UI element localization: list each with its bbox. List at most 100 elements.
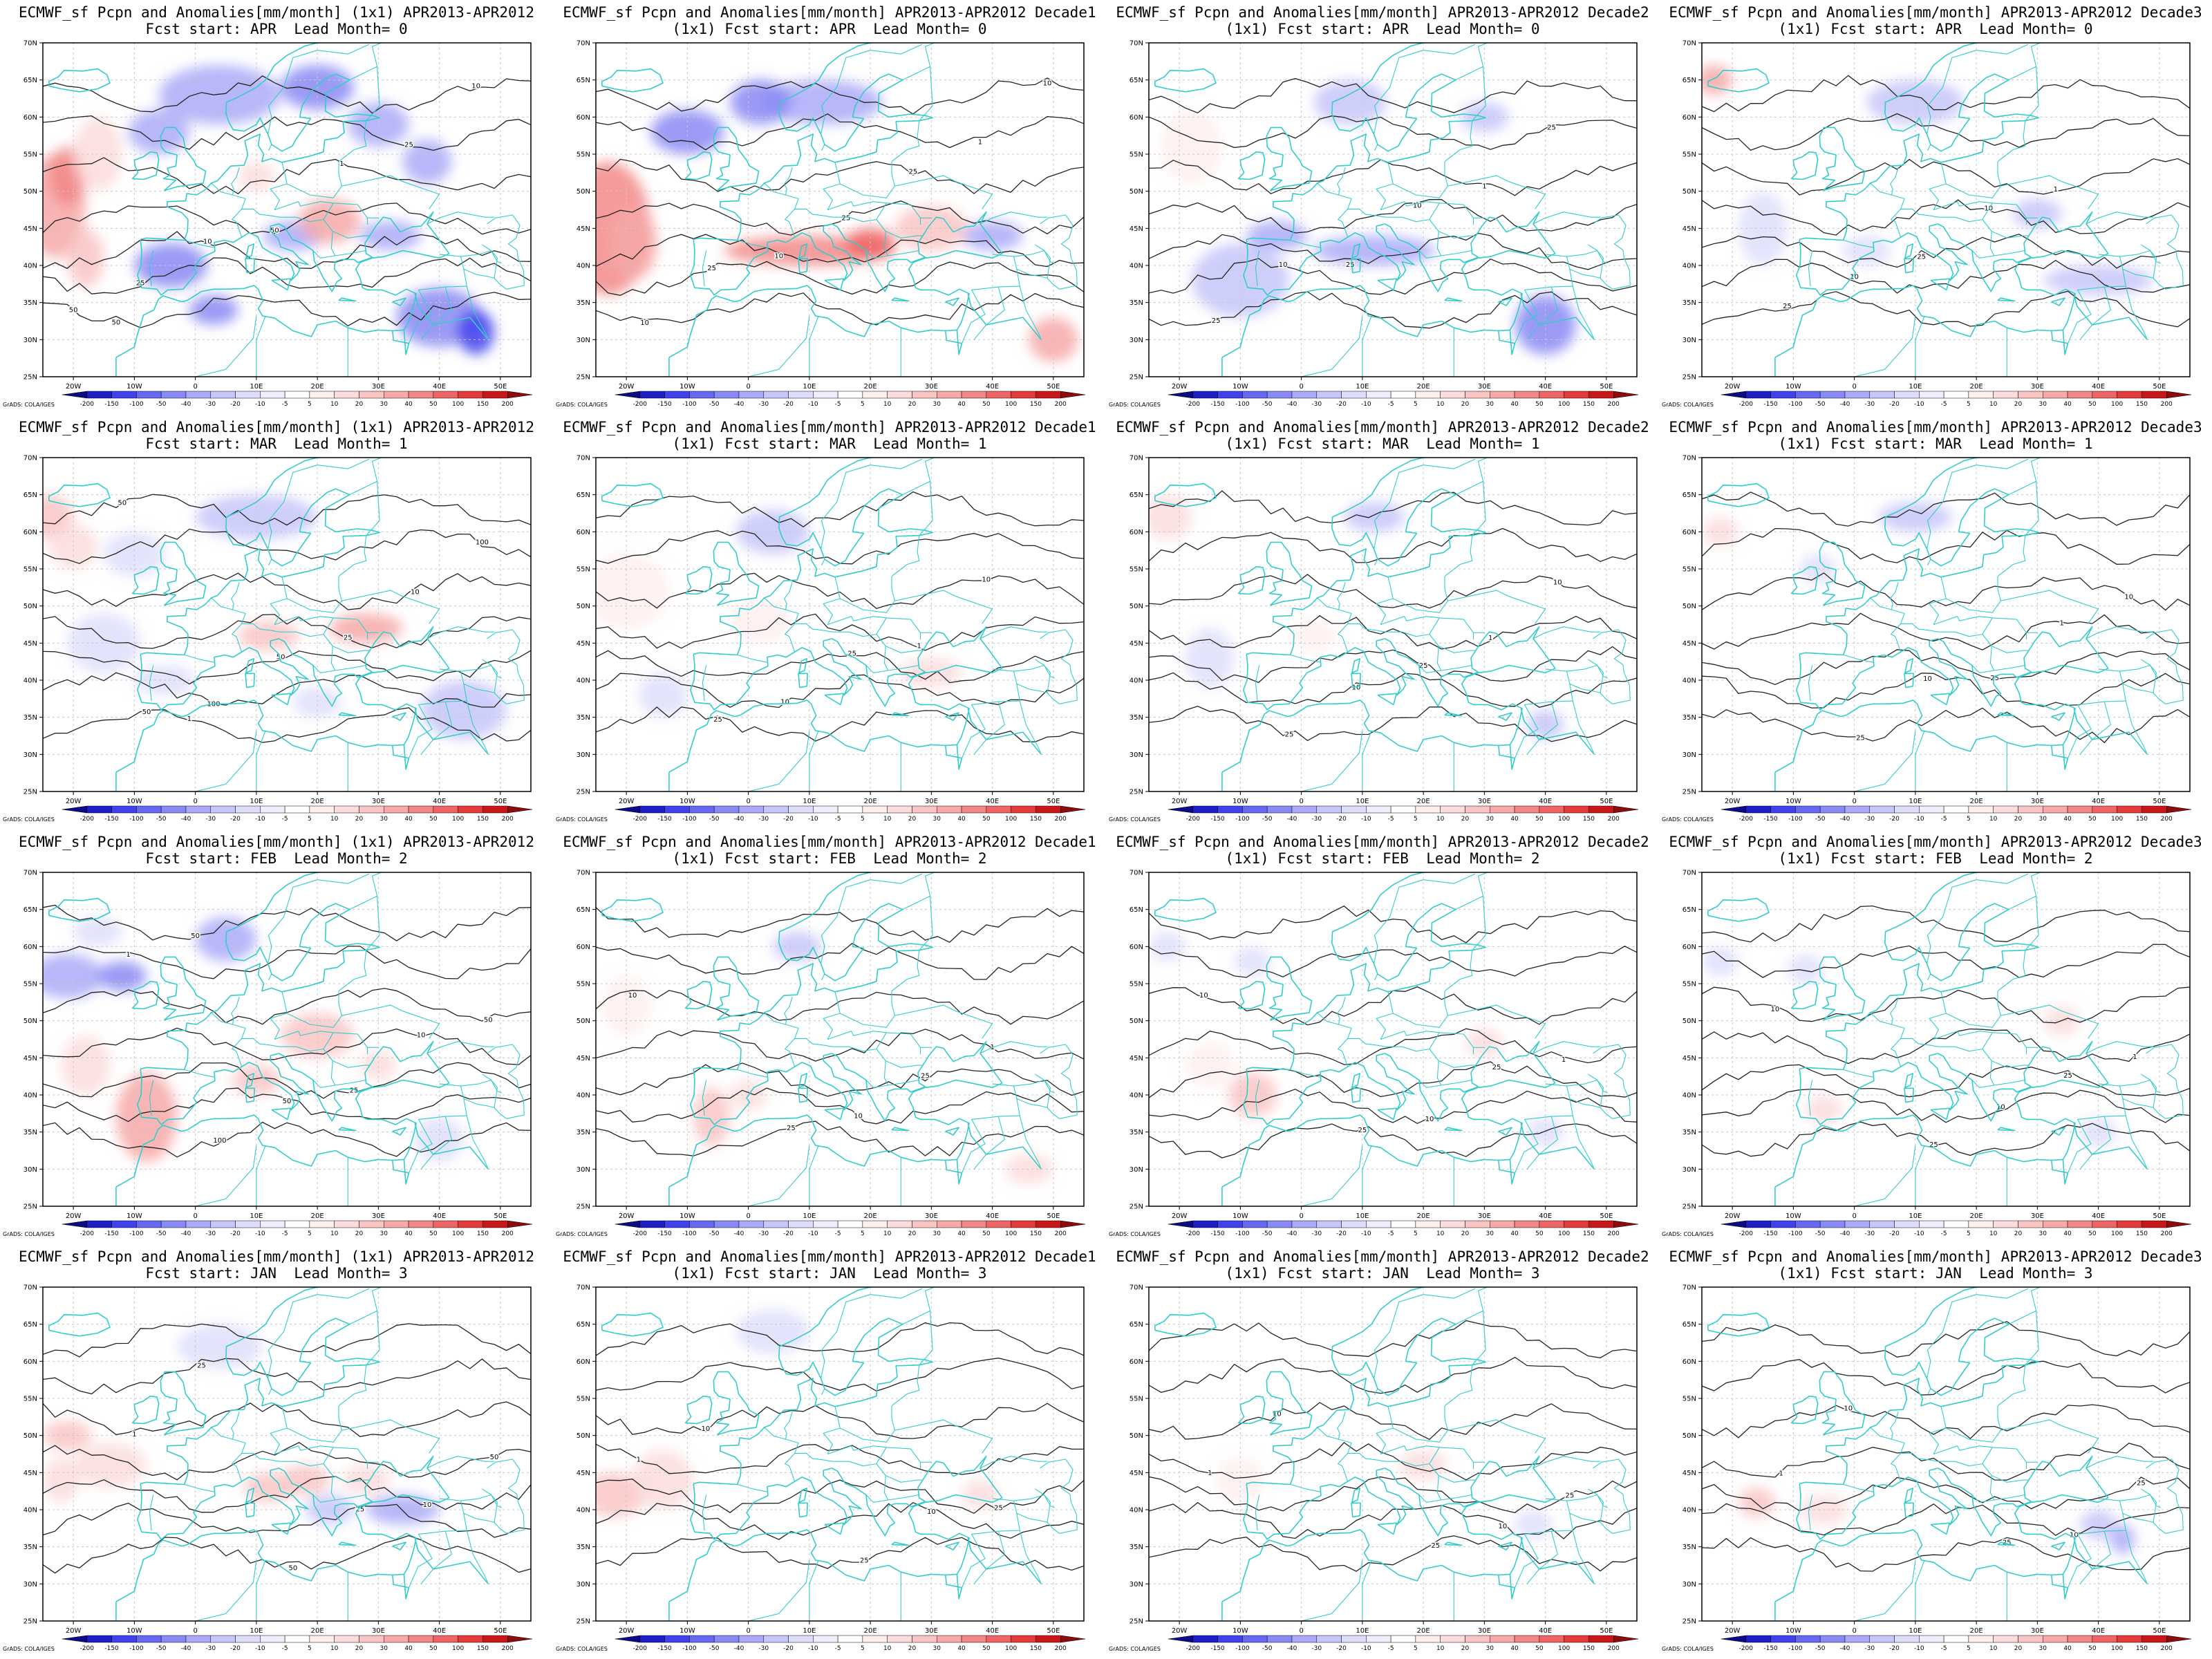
- colorbar-swatch: [1943, 1220, 1969, 1228]
- lon-tick-label: 40E: [1539, 1627, 1552, 1635]
- anomaly-patch: [1149, 494, 1192, 540]
- graticule: [1149, 872, 1637, 1206]
- colorbar-swatch: [507, 805, 533, 814]
- country-borders: [702, 43, 1078, 377]
- lat-tick-label: 30N: [1683, 1581, 1696, 1588]
- lat-tick-label: 25N: [577, 789, 590, 796]
- colorbar-swatch: [887, 1220, 912, 1228]
- colorbar-swatch: [1770, 1220, 1796, 1228]
- lat-tick-label: 65N: [1130, 77, 1143, 84]
- anomaly-patch: [596, 554, 669, 628]
- colorbar-swatch: [111, 805, 137, 814]
- colorbar-swatch: [2166, 805, 2192, 814]
- grads-credit: GrADS: COLA/IGES: [1109, 402, 1161, 408]
- colorbar-swatch: [1539, 1635, 1564, 1643]
- colorbar-label: 30: [933, 1230, 941, 1237]
- lon-tick-label: 40E: [2092, 1212, 2105, 1220]
- colorbar-label: 50: [429, 401, 438, 408]
- lat-tick-label: 25N: [1683, 1203, 1696, 1211]
- colorbar-label: 5: [308, 816, 312, 823]
- colorbar-label: 5: [1414, 1645, 1418, 1652]
- anomaly-patch: [421, 680, 507, 740]
- lon-tick-label: 20W: [66, 383, 82, 391]
- colorbar-swatch: [309, 1220, 335, 1228]
- contour-label: 10: [203, 238, 212, 245]
- panel-title: ECMWF_sf Pcpn and Anomalies[mm/month] AP…: [1669, 1248, 2202, 1265]
- lat-tick-label: 60N: [577, 114, 590, 122]
- colorbar-label: -30: [1864, 816, 1875, 823]
- colorbar-label: 30: [380, 816, 388, 823]
- colorbar-swatch: [433, 1220, 458, 1228]
- colorbar-swatch: [1341, 1635, 1367, 1643]
- colorbar-swatch: [2141, 805, 2167, 814]
- colorbar-label: 10: [330, 401, 339, 408]
- contour-label: 10: [423, 1501, 432, 1509]
- lat-tick-label: 70N: [24, 1284, 37, 1292]
- precip-map: 5025105012570N65N60N55N50N45N40N35N30N25…: [3, 1284, 533, 1652]
- lon-tick-label: 50E: [2153, 798, 2166, 805]
- colorbar-swatch: [284, 1220, 310, 1228]
- colorbar-label: 20: [908, 1645, 917, 1652]
- lon-tick-label: 10E: [1909, 798, 1922, 805]
- map-panel: ECMWF_sf Pcpn and Anomalies[mm/month] (1…: [0, 415, 553, 830]
- lat-tick-label: 30N: [577, 751, 590, 759]
- colorbar-swatch: [788, 1635, 814, 1643]
- contour-label: 25: [2137, 1480, 2146, 1488]
- colorbar-swatch: [1993, 805, 2018, 814]
- colorbar-label: 10: [330, 1230, 339, 1237]
- colorbar-swatch: [1168, 1635, 1194, 1643]
- colorbar-swatch: [384, 1220, 409, 1228]
- lat-tick-label: 70N: [1683, 870, 1696, 877]
- colorbar: -200 -150 -100 -50 -40 -30 -20 -10 -5 5 10 20 30 40 50…: [1721, 1220, 2192, 1237]
- colorbar-label: 5: [861, 1230, 865, 1237]
- colorbar-label: -150: [1210, 1645, 1225, 1652]
- contour-label: 1: [132, 1431, 136, 1438]
- contour-label: 10: [1844, 1405, 1853, 1412]
- lon-tick-label: 0: [746, 383, 750, 391]
- colorbar-swatch: [185, 1220, 211, 1228]
- lon-tick-label: 30E: [1478, 383, 1491, 391]
- contour-label: 10: [701, 1425, 710, 1433]
- lat-tick-label: 70N: [1130, 455, 1143, 462]
- colorbar-swatch: [738, 1220, 764, 1228]
- colorbar-label: 50: [1535, 1645, 1544, 1652]
- lon-tick-label: 10W: [679, 798, 695, 805]
- map-frame: [1148, 42, 1638, 377]
- colorbar-swatch: [86, 1220, 112, 1228]
- colorbar-swatch: [639, 391, 665, 399]
- colorbar-label: -100: [682, 401, 697, 408]
- precip-contours: [1149, 1320, 1637, 1572]
- colorbar-swatch: [384, 391, 409, 399]
- colorbar-label: -100: [1788, 401, 1803, 408]
- colorbar-swatch: [862, 391, 888, 399]
- colorbar-label: -5: [1941, 816, 1947, 823]
- lat-tick-label: 50N: [1130, 1432, 1143, 1440]
- colorbar-label: 200: [1608, 1645, 1620, 1652]
- colorbar-label: 200: [1608, 1230, 1620, 1237]
- colorbar-label: 30: [380, 1230, 388, 1237]
- coastlines: [1154, 1287, 1595, 1621]
- colorbar-label: -200: [633, 1645, 648, 1652]
- lon-tick-label: 50E: [494, 383, 507, 391]
- colorbar-label: -150: [1763, 401, 1778, 408]
- country-borders: [1808, 458, 2184, 791]
- colorbar-label: -20: [783, 401, 794, 408]
- lon-tick-label: 50E: [2153, 1212, 2166, 1220]
- contour-label: 10: [1199, 992, 1208, 1000]
- graticule: [1149, 1287, 1637, 1621]
- colorbar-swatch: [1366, 1635, 1391, 1643]
- colorbar-swatch: [713, 1220, 740, 1228]
- colorbar-swatch: [482, 805, 508, 814]
- colorbar-swatch: [111, 391, 137, 399]
- coastlines: [1154, 43, 1595, 377]
- contour-label: 25: [1990, 675, 1999, 682]
- colorbar-swatch: [458, 391, 483, 399]
- colorbar-swatch: [1919, 1220, 1944, 1228]
- colorbar-label: 40: [957, 1645, 966, 1652]
- colorbar-label: 100: [1005, 816, 1017, 823]
- colorbar-label: -40: [181, 1230, 191, 1237]
- anomaly-shading: [596, 509, 962, 718]
- contour-label: 1: [637, 1456, 641, 1463]
- lon-tick-label: 0: [193, 798, 197, 805]
- lat-tick-label: 50N: [1683, 1018, 1696, 1025]
